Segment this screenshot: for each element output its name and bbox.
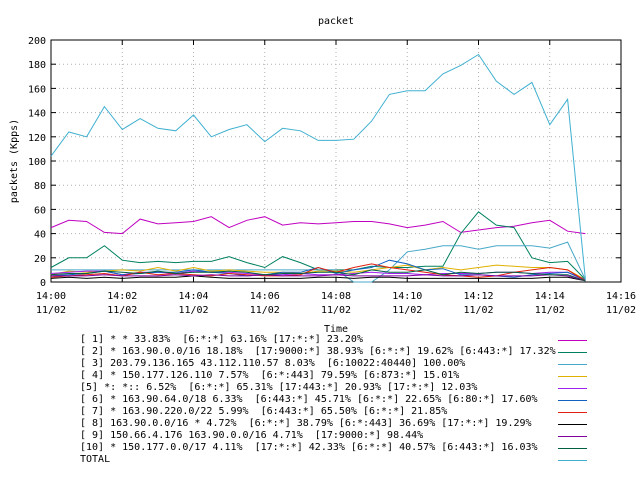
chart-grid	[51, 40, 621, 282]
legend-entry: [10] * 150.177.0.0/17 4.11% [17:*:*] 42.…	[80, 442, 600, 454]
legend-entry: [ 1] * * 33.83% [6:*:*] 63.16% [17:*:*] …	[80, 334, 600, 346]
legend-entry: [ 3] 203.79.136.165 43.112.110.57 8.03% …	[80, 358, 600, 370]
legend-swatch	[558, 376, 587, 377]
legend-swatch	[558, 364, 587, 365]
legend-entry: [ 8] 163.90.0.0/16 * 4.72% [6:*:*] 38.79…	[80, 418, 600, 430]
legend-swatch	[558, 448, 587, 449]
series-lines	[50, 53, 586, 283]
legend-entry: TOTAL	[80, 454, 600, 466]
chart-title: packet	[318, 16, 354, 27]
legend-swatch	[558, 388, 587, 389]
legend-entry: [ 4] * 150.177.126.110 7.57% [6:*:443] 7…	[80, 370, 600, 382]
y-tick-label: 20	[34, 254, 46, 265]
legend-entry: [5] *: *:: 6.52% [6:*:*] 65.31% [17:443:…	[80, 382, 600, 394]
y-tick-label: 100	[28, 157, 46, 168]
legend-label: [ 1] * * 33.83% [6:*:*] 63.16% [17:*:*] …	[80, 334, 363, 345]
series-line-8	[50, 275, 586, 282]
x-tick-time-label: 14:06	[250, 291, 280, 302]
y-tick-label: 60	[34, 205, 46, 216]
axis-ticks: 0 20 40 60 80 100 120 140 160 180 200 14:00 11/02 14:…	[28, 36, 636, 316]
legend-label: [ 4] * 150.177.126.110 7.57% [6:*:443] 7…	[80, 370, 460, 381]
x-tick-date-label: 11/02	[178, 305, 208, 316]
legend-label: TOTAL	[80, 454, 111, 465]
legend-label: [ 7] * 163.90.220.0/22 5.99% [6:443:*] 6…	[80, 406, 448, 417]
y-tick-label: 80	[34, 181, 46, 192]
x-tick-time-label: 14:16	[606, 291, 636, 302]
legend-swatch	[558, 436, 587, 437]
series-line-3	[51, 241, 586, 283]
legend-swatch	[558, 340, 587, 341]
legend-label: [ 9] 150.66.4.176 163.90.0.0/16 4.71% [1…	[80, 430, 424, 441]
series-line-1	[50, 216, 586, 235]
legend-swatch	[558, 400, 587, 401]
legend-label: [10] * 150.177.0.0/17 4.11% [17:*:*] 42.…	[80, 442, 538, 453]
series-line-4	[50, 264, 586, 281]
x-axis-label: Time	[324, 324, 348, 335]
x-tick-date-label: 11/02	[107, 305, 137, 316]
y-tick-label: 140	[28, 109, 46, 120]
legend-entry: [ 7] * 163.90.220.0/22 5.99% [6:443:*] 6…	[80, 406, 600, 418]
series-line-9	[51, 274, 586, 282]
x-tick-time-label: 14:04	[178, 291, 208, 302]
x-tick-date-label: 11/02	[606, 305, 636, 316]
x-tick-date-label: 11/02	[250, 305, 280, 316]
x-tick-date-label: 11/02	[392, 305, 422, 316]
y-tick-label: 200	[28, 36, 46, 47]
legend-swatch	[558, 412, 587, 413]
y-tick-label: 40	[34, 230, 46, 241]
legend-label: [5] *: *:: 6.52% [6:*:*] 65.31% [17:443:…	[80, 382, 478, 393]
legend-entry: [ 6] * 163.90.64.0/18 6.33% [6:443:*] 45…	[80, 394, 600, 406]
legend-swatch	[558, 424, 587, 425]
series-line-10	[50, 269, 586, 282]
x-tick-date-label: 11/02	[463, 305, 493, 316]
legend-label: [ 2] * 163.90.0.0/16 18.18% [17:9000:*] …	[80, 346, 556, 357]
x-tick-date-label: 11/02	[535, 305, 565, 316]
y-tick-label: 0	[40, 278, 46, 289]
x-tick-date-label: 11/02	[36, 305, 66, 316]
legend-swatch	[558, 352, 587, 353]
x-tick-time-label: 14:12	[463, 291, 493, 302]
legend-swatch	[558, 460, 587, 461]
y-tick-label: 180	[28, 60, 46, 71]
x-tick-time-label: 14:00	[36, 291, 66, 302]
legend-entry: [ 2] * 163.90.0.0/16 18.18% [17:9000:*] …	[80, 346, 600, 358]
y-tick-label: 160	[28, 84, 46, 95]
legend-label: [ 6] * 163.90.64.0/18 6.33% [6:443:*] 45…	[80, 394, 538, 405]
legend-entry: [ 9] 150.66.4.176 163.90.0.0/16 4.71% [1…	[80, 430, 600, 442]
series-line-11	[50, 53, 586, 280]
x-tick-time-label: 14:10	[392, 291, 422, 302]
x-tick-date-label: 11/02	[321, 305, 351, 316]
legend-label: [ 3] 203.79.136.165 43.112.110.57 8.03% …	[80, 358, 466, 369]
legend-label: [ 8] 163.90.0.0/16 * 4.72% [6:*:*] 38.79…	[80, 418, 532, 429]
x-tick-time-label: 14:02	[107, 291, 137, 302]
x-tick-time-label: 14:08	[321, 291, 351, 302]
y-axis-label: packets (Kpps)	[9, 119, 20, 203]
x-tick-time-label: 14:14	[535, 291, 565, 302]
y-tick-label: 120	[28, 133, 46, 144]
